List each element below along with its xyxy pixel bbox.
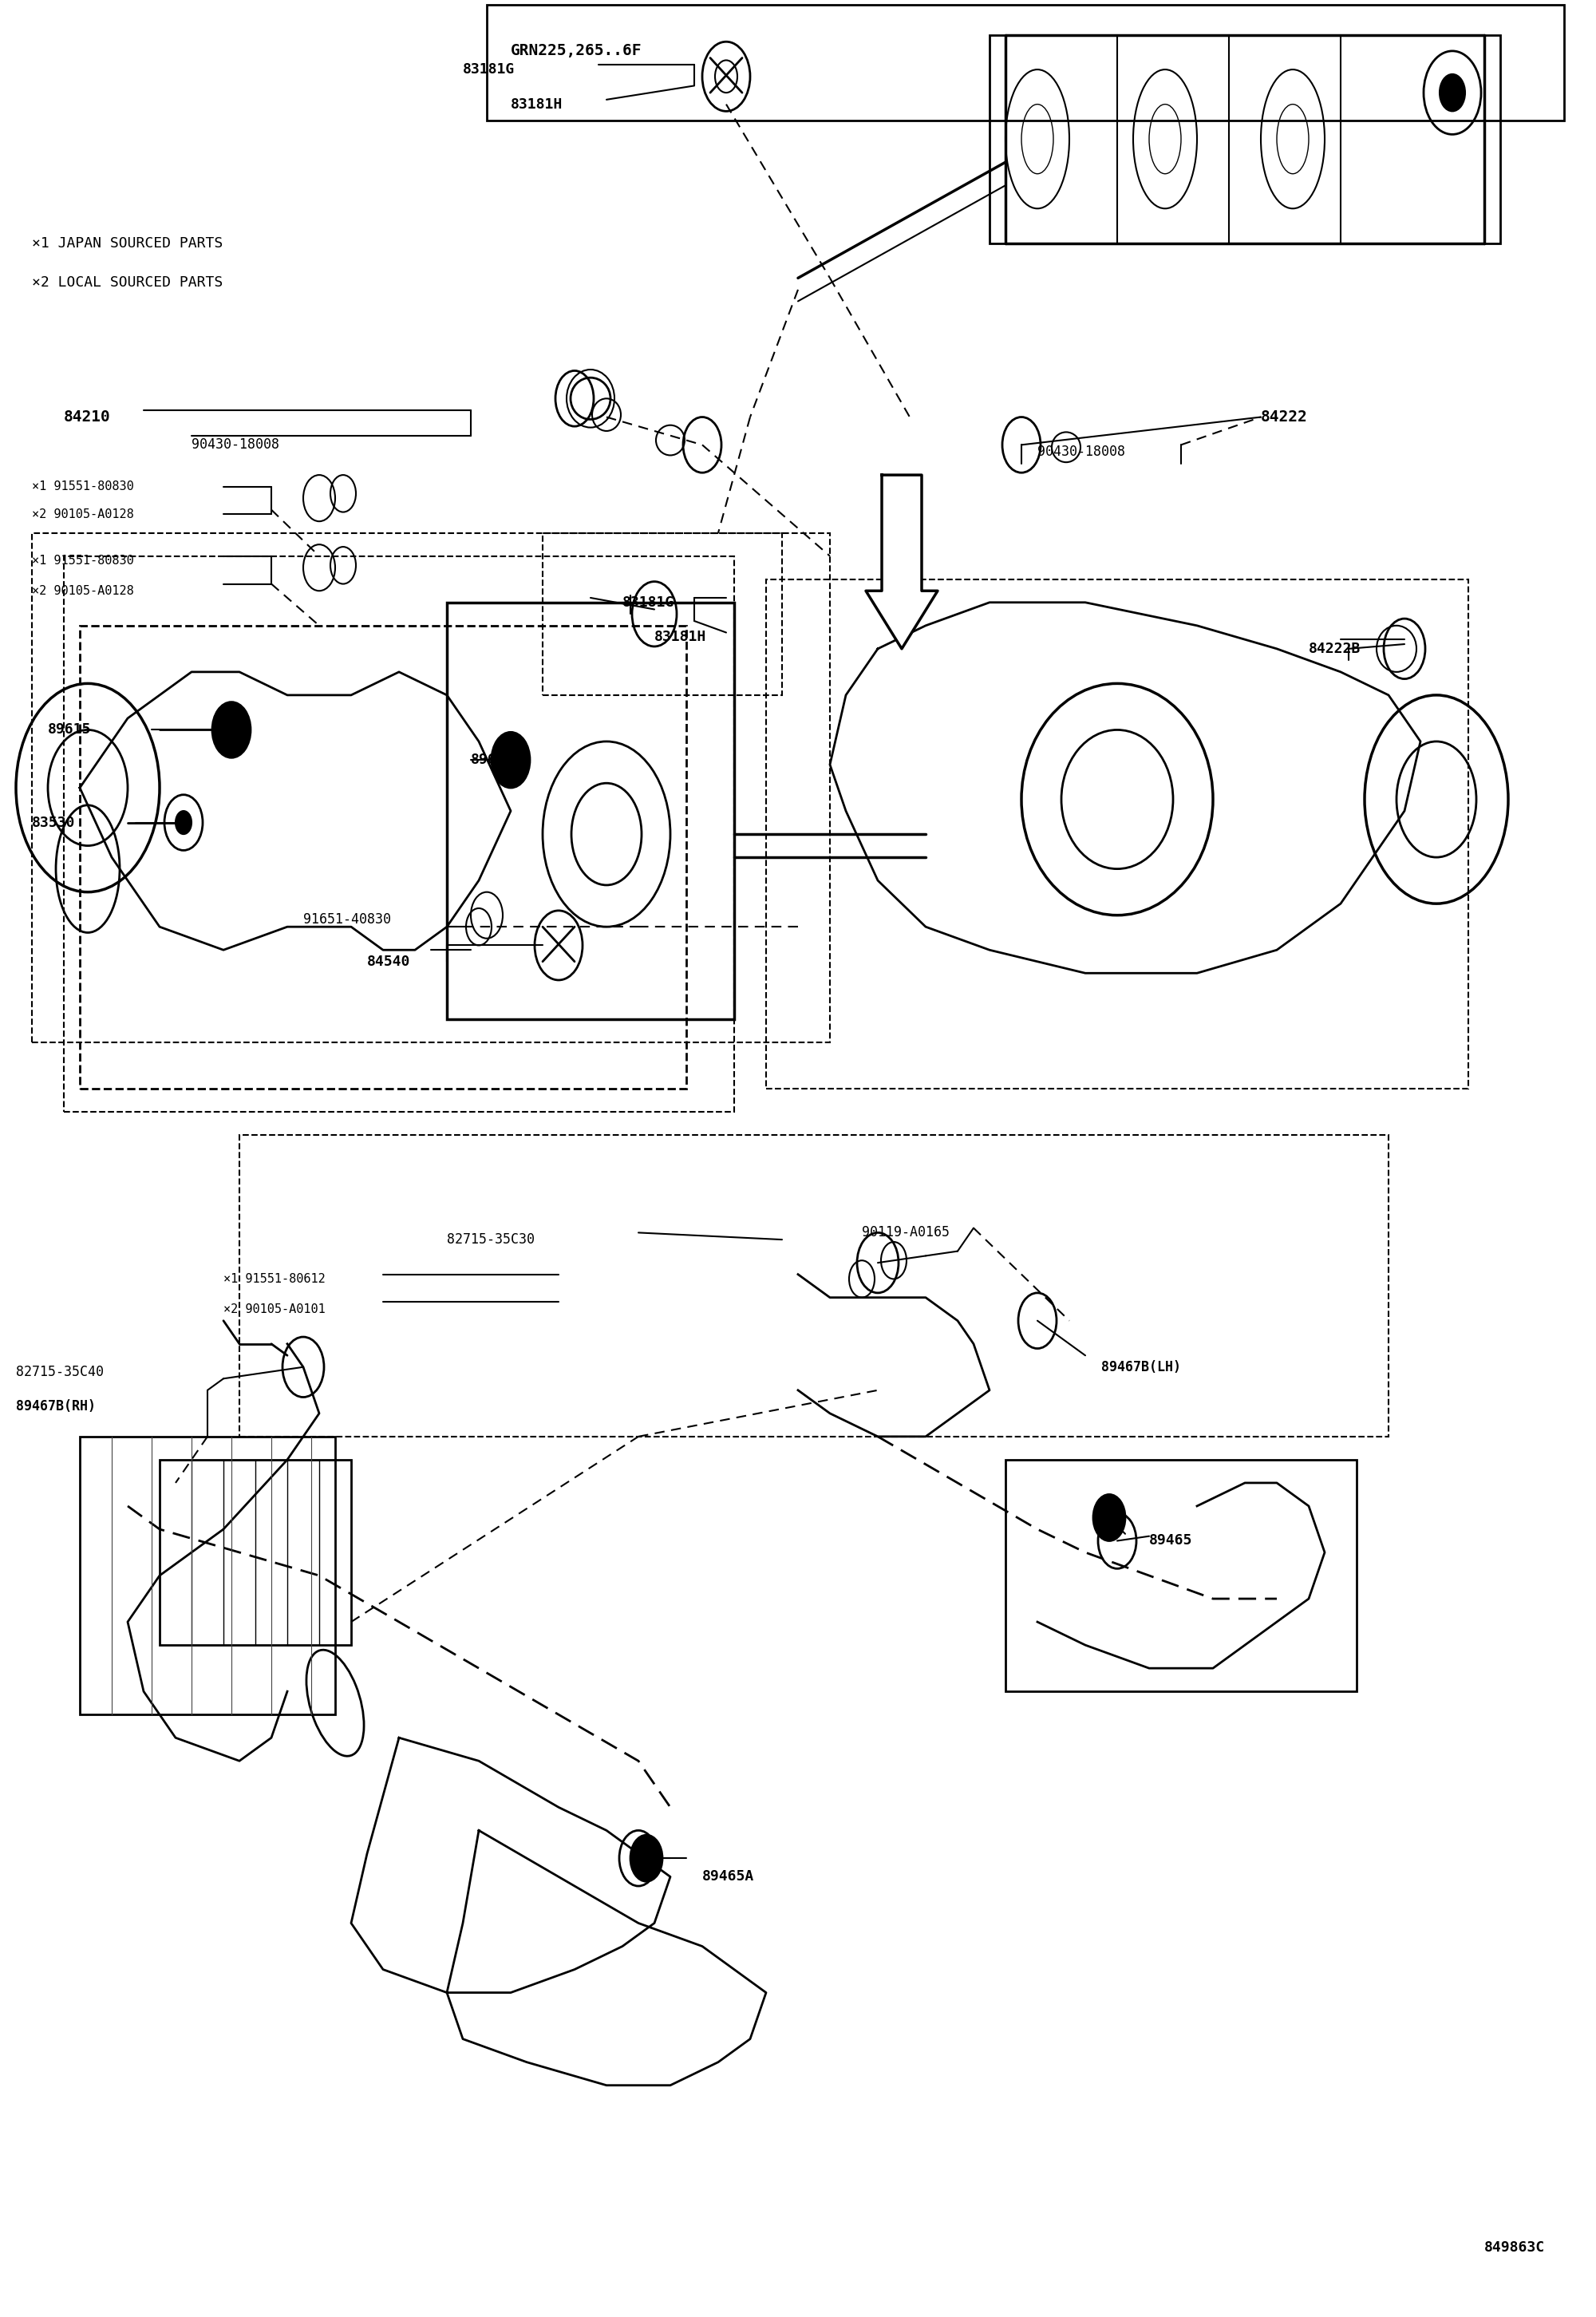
Bar xyxy=(1005,1460,1357,1691)
Text: 83181H: 83181H xyxy=(654,630,707,644)
Bar xyxy=(32,533,830,1043)
Text: 89615: 89615 xyxy=(48,723,91,737)
Text: ×2 LOCAL SOURCED PARTS: ×2 LOCAL SOURCED PARTS xyxy=(32,276,223,290)
Text: 90119-A0165: 90119-A0165 xyxy=(862,1226,950,1240)
Text: ×2 90105-A0128: ×2 90105-A0128 xyxy=(32,584,134,598)
Circle shape xyxy=(492,732,530,788)
Text: 84540: 84540 xyxy=(367,955,410,969)
Text: 90430-18008: 90430-18008 xyxy=(1037,445,1125,459)
Bar xyxy=(80,1437,335,1715)
Circle shape xyxy=(212,702,251,758)
Circle shape xyxy=(630,1835,662,1881)
Bar xyxy=(239,1135,1389,1437)
Text: 84222: 84222 xyxy=(1261,410,1307,424)
Text: 82715-35C40: 82715-35C40 xyxy=(16,1365,104,1379)
Text: GRN225,265..6F: GRN225,265..6F xyxy=(511,44,642,58)
Text: 84210: 84210 xyxy=(64,410,110,424)
Text: 89465A: 89465A xyxy=(702,1870,755,1884)
Text: 83181H: 83181H xyxy=(511,97,563,111)
Text: ×1 91551-80830: ×1 91551-80830 xyxy=(32,554,134,568)
Text: 84222B: 84222B xyxy=(1309,642,1361,656)
Bar xyxy=(80,626,686,1089)
Text: 89465: 89465 xyxy=(1149,1534,1192,1548)
Bar xyxy=(160,1460,351,1645)
Bar xyxy=(766,579,1468,1089)
Bar xyxy=(447,602,734,1019)
Text: 83181G: 83181G xyxy=(463,63,516,76)
Text: ×1 91551-80830: ×1 91551-80830 xyxy=(32,480,134,494)
Bar xyxy=(543,533,782,695)
Text: ×2 90105-A0101: ×2 90105-A0101 xyxy=(223,1302,326,1316)
Text: ×2 90105-A0128: ×2 90105-A0128 xyxy=(32,507,134,521)
Text: 849863C: 849863C xyxy=(1484,2241,1545,2254)
Polygon shape xyxy=(865,475,937,649)
Text: 83530: 83530 xyxy=(32,816,75,829)
Text: 89615: 89615 xyxy=(471,753,514,767)
Text: 82715-35C30: 82715-35C30 xyxy=(447,1233,535,1247)
Circle shape xyxy=(176,811,192,834)
Text: 89467B(RH): 89467B(RH) xyxy=(16,1399,96,1413)
Text: 91651-40830: 91651-40830 xyxy=(303,913,391,927)
Text: ×1 JAPAN SOURCED PARTS: ×1 JAPAN SOURCED PARTS xyxy=(32,236,223,250)
Circle shape xyxy=(1440,74,1465,111)
Text: ×1 91551-80612: ×1 91551-80612 xyxy=(223,1272,326,1286)
Bar xyxy=(487,5,1564,120)
Text: 90430-18008: 90430-18008 xyxy=(192,438,279,452)
Bar xyxy=(990,35,1500,243)
Circle shape xyxy=(1093,1494,1125,1541)
Text: 83181G: 83181G xyxy=(622,595,675,609)
Text: 89467B(LH): 89467B(LH) xyxy=(1101,1360,1181,1374)
Bar xyxy=(64,556,734,1112)
